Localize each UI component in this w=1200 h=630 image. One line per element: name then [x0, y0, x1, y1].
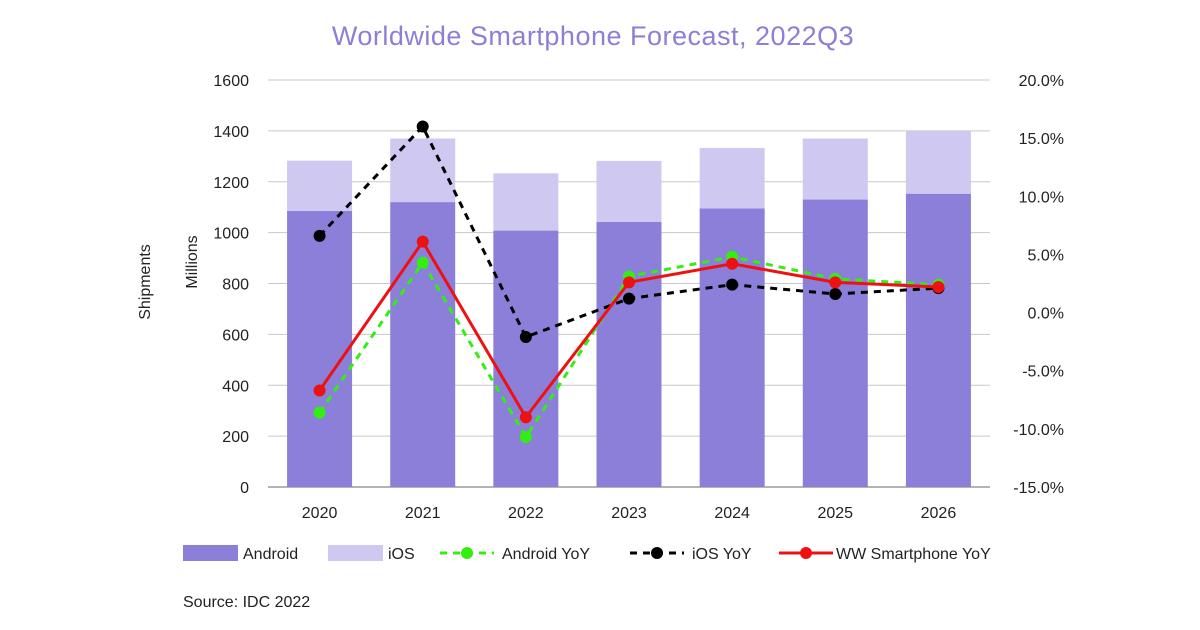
bar-ios — [905, 130, 971, 194]
bar-ios — [287, 160, 353, 212]
point-ios-yoy — [726, 278, 739, 291]
x-tick-label: 2020 — [302, 505, 338, 522]
point-ios-yoy — [416, 120, 429, 133]
y-tick-label: 600 — [222, 327, 249, 344]
point-ww-smartphone-yoy — [519, 411, 532, 424]
point-ww-smartphone-yoy — [623, 276, 635, 289]
point-ww-smartphone-yoy — [829, 276, 842, 289]
point-android-yoy — [416, 256, 429, 269]
legend-label-ww-smartphone-yoy: WW Smartphone YoY — [836, 546, 991, 563]
bar-android — [596, 221, 662, 487]
point-ww-smartphone-yoy — [313, 384, 326, 397]
point-ios-yoy — [829, 287, 842, 300]
bar-android — [905, 193, 971, 487]
point-ios-yoy — [623, 292, 635, 305]
bar-ios — [699, 147, 765, 209]
legend-marker-ios-yoy — [651, 547, 663, 559]
y2-tick-label: -15.0% — [1013, 480, 1064, 497]
y2-tick-label: 15.0% — [1019, 131, 1064, 148]
point-ww-smartphone-yoy — [932, 280, 945, 293]
y-tick-label: 0 — [240, 480, 249, 497]
bar-ios — [802, 138, 868, 200]
y-axis-right-ticks: -15.0% -10.0% -5.0% 0.0% 5.0% 10.0% 15.0% 20.0% — [1013, 73, 1064, 497]
x-tick-label: 2021 — [405, 505, 441, 522]
legend-swatch-android — [183, 545, 238, 561]
bar-android — [802, 199, 868, 487]
y2-tick-label: 20.0% — [1019, 73, 1064, 90]
bars — [287, 130, 971, 488]
y-tick-label: 400 — [222, 378, 249, 395]
y2-tick-label: 5.0% — [1028, 247, 1064, 264]
legend-marker-ww-smartphone-yoy — [800, 547, 812, 559]
y2-tick-label: -10.0% — [1013, 422, 1064, 439]
bar-android — [699, 208, 765, 487]
y-tick-label: 1000 — [213, 226, 249, 243]
x-tick-label: 2022 — [508, 505, 544, 522]
y-axis-title-millions: Millions — [184, 235, 201, 288]
chart-title: Worldwide Smartphone Forecast, 2022Q3 — [332, 21, 854, 51]
bar-android — [287, 211, 353, 488]
legend-label-ios: iOS — [388, 546, 415, 563]
point-ww-smartphone-yoy — [726, 257, 739, 270]
y2-tick-label: 0.0% — [1028, 306, 1064, 323]
legend: Android iOS Android YoY iOS YoY WW Smartphon… — [183, 545, 991, 563]
x-tick-label: 2025 — [817, 505, 853, 522]
source-note: Source: IDC 2022 — [183, 594, 310, 611]
bar-ios — [493, 173, 559, 231]
legend-label-android: Android — [243, 546, 298, 563]
y-tick-label: 200 — [222, 429, 249, 446]
x-tick-label: 2024 — [714, 505, 750, 522]
bar-ios — [596, 160, 662, 222]
y2-tick-label: 10.0% — [1019, 189, 1064, 206]
x-tick-label: 2023 — [611, 505, 647, 522]
x-axis-ticks: 2020 2021 2022 2023 2024 2025 2026 — [302, 505, 957, 522]
yoy-lines — [313, 120, 945, 443]
point-ios-yoy — [313, 229, 326, 242]
x-tick-label: 2026 — [921, 505, 957, 522]
y-tick-label: 1600 — [213, 73, 249, 90]
y-axis-title-shipments: Shipments — [137, 244, 154, 320]
bar-android — [390, 202, 456, 487]
y2-tick-label: -5.0% — [1022, 364, 1064, 381]
point-android-yoy — [519, 430, 532, 443]
y-tick-label: 1200 — [213, 175, 249, 192]
legend-label-android-yoy: Android YoY — [502, 546, 590, 563]
point-android-yoy — [313, 406, 326, 419]
bar-android — [493, 230, 559, 487]
point-ww-smartphone-yoy — [416, 235, 429, 248]
y-tick-label: 800 — [222, 277, 249, 294]
legend-label-ios-yoy: iOS YoY — [692, 546, 752, 563]
y-tick-label: 1400 — [213, 124, 249, 141]
y-axis-left-ticks: 0 200 400 600 800 1000 1200 1400 1600 — [213, 73, 249, 497]
point-ios-yoy — [519, 330, 532, 343]
legend-marker-android-yoy — [461, 547, 473, 559]
legend-swatch-ios — [328, 545, 383, 561]
